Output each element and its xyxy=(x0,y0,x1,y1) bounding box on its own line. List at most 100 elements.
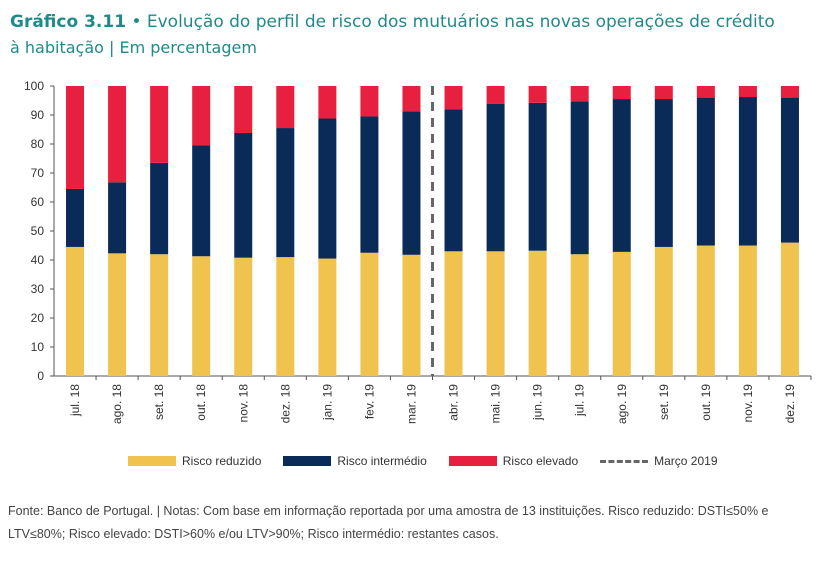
bar-segment-elevado xyxy=(738,86,757,98)
bar-segment-elevado xyxy=(654,86,673,100)
bar-segment-intermedio xyxy=(780,97,799,243)
x-tick-label: out. 19 xyxy=(699,384,713,421)
x-tick-label: jul. 19 xyxy=(573,384,587,417)
bar-segment-elevado xyxy=(528,86,547,103)
y-tick-label: 10 xyxy=(31,340,45,354)
unit-label: Em percentagem xyxy=(119,38,257,57)
bar-segment-reduzido xyxy=(66,246,85,376)
bar-segment-intermedio xyxy=(150,162,169,255)
bar-segment-intermedio xyxy=(318,118,337,259)
x-tick-label: fev. 19 xyxy=(362,384,376,419)
y-tick-label: 50 xyxy=(31,224,45,238)
x-tick-label: jan. 19 xyxy=(320,384,334,421)
bar-segment-elevado xyxy=(234,86,253,133)
bar-segment-intermedio xyxy=(612,99,631,252)
legend-label-reduzido: Risco reduzido xyxy=(182,454,262,468)
y-tick-label: 80 xyxy=(31,137,45,151)
y-tick-label: 20 xyxy=(31,311,45,325)
x-tick-label: set. 19 xyxy=(657,384,671,420)
bar-segment-intermedio xyxy=(66,188,85,247)
y-tick-label: 30 xyxy=(31,282,45,296)
bar-segment-reduzido xyxy=(696,245,715,376)
bar-segment-elevado xyxy=(150,86,169,163)
x-tick-label: dez. 19 xyxy=(783,384,797,424)
bar-segment-intermedio xyxy=(108,182,127,254)
y-tick-label: 0 xyxy=(37,369,44,383)
bar-segment-reduzido xyxy=(108,253,127,376)
bar-segment-elevado xyxy=(360,86,379,117)
figure-number: Gráfico 3.11 xyxy=(10,12,127,32)
x-tick-label: abr. 19 xyxy=(447,384,461,421)
bar-segment-intermedio xyxy=(234,132,253,258)
bar-segment-intermedio xyxy=(402,111,421,255)
bar-segment-reduzido xyxy=(234,257,253,376)
bar-segment-reduzido xyxy=(150,254,169,376)
y-tick-label: 90 xyxy=(31,108,45,122)
title-text-line2: à habitação xyxy=(10,38,104,57)
legend-label-reference: Março 2019 xyxy=(654,454,718,468)
bar-segment-intermedio xyxy=(570,101,589,255)
x-tick-label: nov. 19 xyxy=(741,384,755,423)
bar-segment-intermedio xyxy=(738,97,757,246)
legend-label-intermedio: Risco intermédio xyxy=(337,454,427,468)
bar-segment-reduzido xyxy=(444,251,463,376)
bar-segment-elevado xyxy=(66,86,85,189)
bar-segment-reduzido xyxy=(654,246,673,376)
bar-segment-reduzido xyxy=(276,257,295,376)
title-bullet: • xyxy=(131,12,142,32)
bar-segment-elevado xyxy=(192,86,211,146)
x-tick-label: mai. 19 xyxy=(489,384,503,424)
bar-segment-reduzido xyxy=(780,242,799,376)
x-tick-label: nov. 18 xyxy=(236,384,250,423)
legend-swatch-intermedio xyxy=(283,456,332,466)
x-tick-label: ago. 19 xyxy=(615,384,629,424)
bar-segment-intermedio xyxy=(444,109,463,252)
x-tick-label: mar. 19 xyxy=(404,384,418,424)
x-tick-label: dez. 18 xyxy=(278,384,292,424)
legend-item-elevado: Risco elevado xyxy=(448,454,578,468)
bar-segment-elevado xyxy=(402,86,421,112)
bar-segment-elevado xyxy=(612,86,631,100)
bar-segment-reduzido xyxy=(738,245,757,376)
y-tick-label: 70 xyxy=(31,166,45,180)
chart-title: Gráfico 3.11 • Evolução do perfil de ris… xyxy=(10,10,825,60)
bar-segment-elevado xyxy=(444,86,463,110)
bar-segment-intermedio xyxy=(276,128,295,258)
bar-segment-reduzido xyxy=(570,254,589,376)
y-tick-label: 60 xyxy=(31,195,45,209)
bar-segment-reduzido xyxy=(402,254,421,376)
bar-segment-elevado xyxy=(276,86,295,129)
footnote: Fonte: Banco de Portugal. | Notas: Com b… xyxy=(8,500,808,546)
bar-segment-intermedio xyxy=(654,99,673,247)
legend-swatch-reduzido xyxy=(128,456,176,466)
y-tick-label: 100 xyxy=(24,79,44,93)
x-tick-label: out. 18 xyxy=(194,384,208,421)
x-tick-label: jul. 18 xyxy=(68,384,82,417)
bar-segment-elevado xyxy=(108,86,127,183)
bar-segment-intermedio xyxy=(696,97,715,246)
bar-segment-intermedio xyxy=(528,102,547,251)
x-tick-label: ago. 18 xyxy=(110,384,124,424)
legend-item-intermedio: Risco intermédio xyxy=(283,454,427,468)
bar-segment-reduzido xyxy=(528,250,547,376)
x-tick-label: jun. 19 xyxy=(531,384,545,421)
legend-item-reference: Março 2019 xyxy=(600,454,718,468)
title-text-line1: Evolução do perfil de risco dos mutuário… xyxy=(146,12,775,32)
bar-segment-reduzido xyxy=(486,251,505,376)
x-tick-label: set. 18 xyxy=(152,384,166,420)
bar-segment-reduzido xyxy=(192,256,211,376)
bar-segment-elevado xyxy=(486,86,505,104)
footnote-line2: LTV≤80%; Risco elevado: DSTI>60% e/ou LT… xyxy=(8,527,499,541)
bar-segment-reduzido xyxy=(360,252,379,376)
legend-dash-reference xyxy=(600,459,649,463)
bar-segment-elevado xyxy=(318,86,337,119)
bar-segment-elevado xyxy=(570,86,589,102)
footnote-line1: Fonte: Banco de Portugal. | Notas: Com b… xyxy=(8,504,769,518)
bar-segment-intermedio xyxy=(486,103,505,252)
y-tick-label: 40 xyxy=(31,253,45,267)
bar-segment-elevado xyxy=(780,86,799,98)
bar-segment-reduzido xyxy=(318,258,337,376)
legend-swatch-elevado xyxy=(448,456,497,466)
chart-legend: Risco reduzido Risco intermédio Risco el… xyxy=(128,453,740,469)
stacked-bar-chart: 0 10 20 30 40 50 60 70 80 90 100 jul. 18 ago. 18 set.… xyxy=(24,79,812,424)
